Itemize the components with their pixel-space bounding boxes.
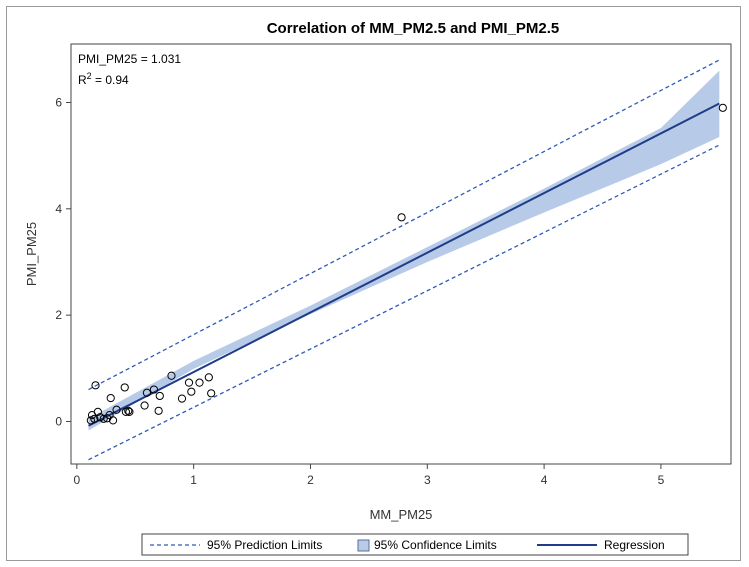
legend-confidence-swatch [357, 539, 370, 552]
plot-border [70, 43, 732, 465]
x-axis-label: MM_PM25 [370, 507, 433, 522]
data-point [90, 414, 99, 423]
prediction-limit-lower [88, 144, 720, 461]
r2-annotation: R2 = 0.94 [78, 71, 129, 87]
r2-prefix: R [78, 73, 87, 87]
data-point [195, 378, 204, 387]
data-point [718, 103, 727, 112]
prediction-limit-upper [88, 59, 720, 391]
legend-box [141, 533, 689, 556]
data-point [167, 371, 176, 380]
data-point [177, 394, 187, 403]
data-point [154, 406, 163, 415]
y-axis-label: PMI_PM25 [24, 222, 39, 286]
data-point [397, 213, 406, 222]
points-layer [86, 103, 727, 425]
y-axis: 0 2 4 6 [55, 95, 71, 428]
legend-regression-label: Regression [604, 538, 665, 552]
chart-title: Correlation of MM_PM2.5 and PMI_PM2.5 [267, 20, 560, 37]
band-layer [88, 70, 720, 431]
x-tick-label: 0 [73, 473, 80, 487]
data-point [106, 393, 115, 403]
data-point [155, 391, 164, 401]
data-point [187, 387, 196, 396]
data-point [91, 381, 100, 390]
plot-area [70, 43, 732, 465]
slope-annotation: PMI_PM25 = 1.031 [78, 52, 181, 66]
x-tick-label: 1 [190, 473, 197, 487]
data-point [184, 378, 194, 387]
data-point [108, 416, 118, 425]
x-axis: 0 1 2 3 4 5 [73, 464, 665, 487]
x-tick-label: 4 [541, 473, 548, 487]
data-point [99, 414, 108, 423]
data-point [120, 383, 129, 392]
y-tick-label: 2 [55, 308, 62, 322]
regression-layer [88, 102, 720, 427]
data-point [125, 407, 134, 416]
y-tick-label: 6 [55, 95, 62, 109]
x-tick-label: 2 [307, 473, 314, 487]
data-point [204, 373, 213, 382]
data-point [124, 406, 133, 415]
prediction-layer [88, 59, 720, 461]
legend-prediction-label: 95% Prediction Limits [207, 538, 322, 552]
data-point [142, 388, 152, 397]
confidence-band [88, 70, 720, 431]
x-tick-label: 5 [658, 473, 665, 487]
r2-value: = 0.94 [92, 73, 129, 87]
legend: 95% Prediction Limits 95% Confidence Lim… [141, 533, 689, 556]
data-point [140, 401, 149, 410]
y-tick-label: 0 [55, 414, 62, 428]
data-point [149, 385, 159, 394]
data-point [207, 389, 216, 398]
r2-superscript: 2 [87, 71, 92, 81]
data-point [112, 405, 121, 414]
legend-confidence-label: 95% Confidence Limits [374, 538, 497, 552]
data-point [93, 407, 102, 416]
regression-line [88, 102, 720, 427]
x-tick-label: 3 [424, 473, 431, 487]
y-tick-label: 4 [55, 202, 62, 216]
